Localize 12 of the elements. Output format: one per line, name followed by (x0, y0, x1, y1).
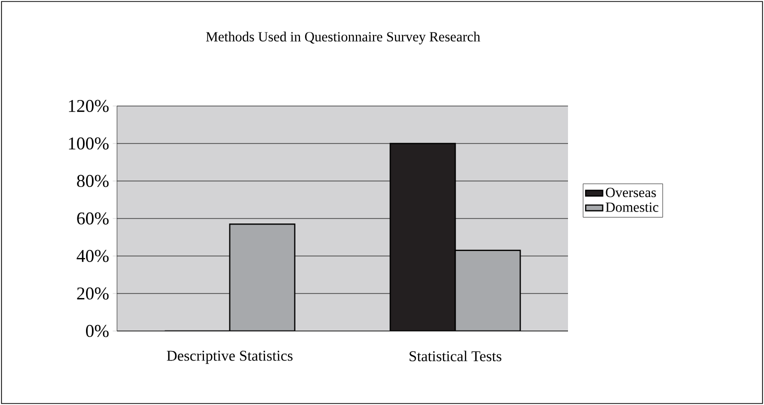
y-tick-label: 0% (86, 324, 109, 338)
x-tick-label: Descriptive Statistics (166, 350, 293, 364)
legend-label: Overseas (606, 188, 656, 198)
legend-label: Domestic (606, 202, 658, 212)
y-tick-label: 80% (77, 174, 109, 188)
x-tick-label: Statistical Tests (410, 350, 502, 362)
y-tick-label: 100% (68, 137, 109, 150)
y-tick-label: 120% (68, 100, 109, 112)
chart-title: Methods Used in Questionnaire Survey Research (206, 32, 480, 44)
y-tick-label: 20% (77, 287, 109, 300)
y-tick-label: 40% (76, 250, 109, 262)
y-tick-label: 60% (77, 212, 109, 225)
